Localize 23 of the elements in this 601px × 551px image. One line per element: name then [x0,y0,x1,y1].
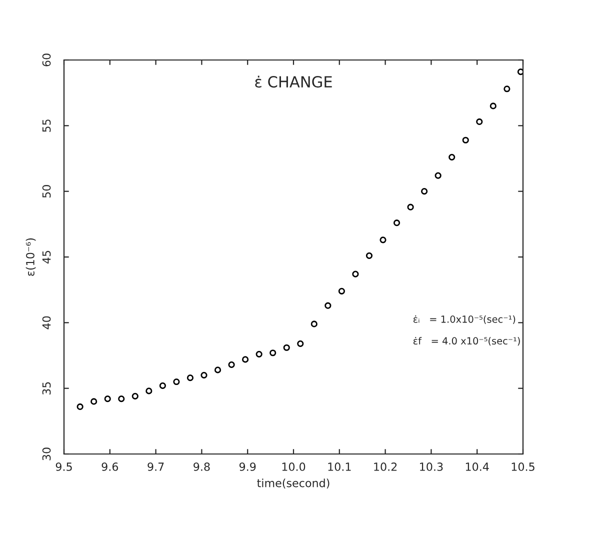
annotation: ε̇ᵢ = 1.0x10⁻⁵(sec⁻¹) [413,315,516,324]
x-tick-label: 9.7 [148,462,164,471]
y-tick-label: 35 [42,382,51,395]
y-tick-label: 40 [42,316,51,330]
annotation: ε̇f = 4.0 x10⁻⁵(sec⁻¹) [413,337,520,346]
y-tick-label: 55 [42,120,51,132]
y-tick-label: 45 [42,250,51,264]
x-tick-label: 9.9 [239,462,256,471]
text: ε̇ CHANGE [255,76,332,88]
x-tick-label: 9.6 [102,462,118,471]
x-tick-label: 10.0 [282,462,306,471]
y-tick-label: 30 [42,448,51,460]
x-tick-label: 9.5 [56,462,72,471]
x-tick-label: 10.3 [420,462,443,471]
x-tick-label: 10.5 [512,462,534,471]
y-tick-label: 60 [42,54,51,66]
x-axis-title: time(second) [257,478,330,489]
x-tick-label: 10.4 [466,462,489,471]
y-tick-label: 50 [42,185,51,198]
y-axis-title: ε(10⁻⁶) [26,238,36,276]
x-tick-label: 10.2 [374,462,397,471]
x-tick-label: 10.1 [328,462,351,471]
x-tick-label: 9.8 [194,462,210,471]
